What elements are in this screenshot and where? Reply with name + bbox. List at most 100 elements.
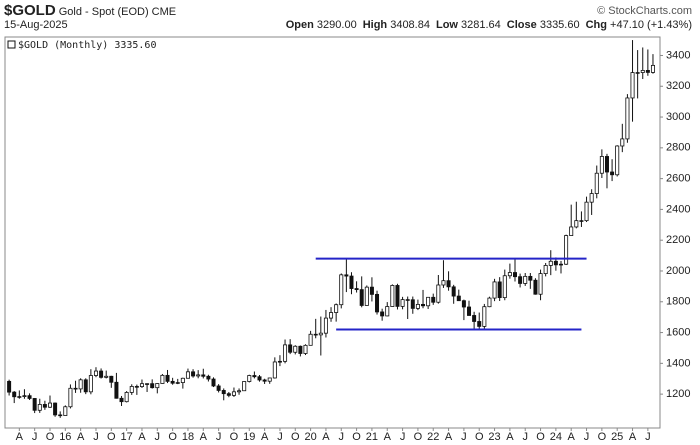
- candle-body: [303, 344, 308, 354]
- y-tick-label: 3200: [666, 80, 690, 92]
- candle-body: [318, 332, 323, 336]
- y-tick-label: 1200: [666, 388, 690, 400]
- candle-body: [175, 382, 180, 384]
- candle-body: [390, 285, 395, 307]
- candle-body: [339, 274, 344, 306]
- x-tick-label: J: [339, 431, 345, 443]
- candle-body: [99, 370, 104, 378]
- candle-body: [231, 391, 236, 396]
- candle-body: [170, 380, 175, 384]
- candle-body: [395, 285, 400, 307]
- x-tick-label: 21: [366, 431, 378, 443]
- candle-body: [380, 311, 385, 317]
- candle-body: [104, 375, 109, 378]
- x-tick-label: O: [291, 431, 300, 443]
- x-tick-label: 18: [182, 431, 194, 443]
- header-line-1: $GOLD Gold - Spot (EOD) CME © StockChart…: [4, 2, 692, 19]
- x-tick-label: J: [645, 431, 651, 443]
- candle-body: [359, 289, 364, 306]
- candle-body: [610, 171, 615, 176]
- candle-body: [237, 390, 242, 393]
- x-tick-label: J: [216, 431, 222, 443]
- candle-body: [375, 293, 380, 313]
- candle-body: [293, 345, 298, 353]
- quote-label: Chg: [585, 19, 607, 31]
- candle-body: [191, 371, 196, 377]
- candle-body: [58, 414, 63, 417]
- candle-body: [645, 70, 650, 73]
- candle-body: [415, 303, 420, 309]
- date: 15-Aug-2025: [4, 19, 68, 31]
- x-tick-label: J: [522, 431, 528, 443]
- candle-body: [400, 299, 405, 307]
- candle-body: [139, 383, 144, 387]
- candle-body: [298, 345, 303, 354]
- x-tick-label: O: [168, 431, 177, 443]
- candle-body: [518, 276, 523, 284]
- x-tick-label: A: [77, 431, 85, 443]
- candle-body: [93, 370, 98, 376]
- quotes: Open 3290.00 High 3408.84 Low 3281.64 Close…: [280, 19, 692, 31]
- candle-body: [277, 360, 282, 363]
- candle-body: [73, 387, 78, 390]
- instrument-name: Gold - Spot (EOD): [58, 6, 149, 18]
- candle-body: [114, 381, 119, 399]
- candle-body: [7, 380, 12, 393]
- candle-body: [569, 226, 574, 236]
- y-tick-label: 1800: [666, 296, 690, 308]
- candle-body: [42, 404, 47, 408]
- candle-body: [160, 374, 165, 384]
- candle-body: [630, 72, 635, 99]
- y-tick-label: 3000: [666, 111, 690, 123]
- candle-body: [472, 315, 477, 322]
- candle-body: [385, 306, 390, 317]
- candle-body: [272, 361, 277, 379]
- x-tick-label: J: [155, 431, 161, 443]
- candle-body: [344, 274, 349, 277]
- candle-body: [201, 374, 206, 377]
- quote-value: 3335.60: [539, 19, 580, 31]
- y-tick-label: 2200: [666, 234, 690, 246]
- x-tick-label: A: [445, 431, 453, 443]
- candle-body: [497, 281, 502, 299]
- candle-body: [165, 374, 170, 382]
- candle-body: [216, 385, 221, 391]
- x-tick-label: A: [138, 431, 146, 443]
- candle-body: [513, 272, 518, 278]
- candle-body: [83, 379, 88, 393]
- candle-body: [528, 275, 533, 281]
- candle-body: [68, 387, 73, 408]
- candle-body: [502, 275, 507, 299]
- candle-body: [487, 297, 492, 308]
- x-tick-label: 19: [243, 431, 255, 443]
- candle-body: [47, 402, 52, 408]
- quote-value: +47.10 (+1.43%): [610, 19, 692, 31]
- candle-body: [604, 156, 609, 173]
- candle-body: [589, 193, 594, 203]
- x-tick-label: A: [568, 431, 576, 443]
- candle-body: [211, 378, 216, 387]
- x-tick-label: O: [598, 431, 607, 443]
- candle-body: [145, 383, 150, 385]
- candle-body: [369, 286, 374, 295]
- candle-body: [32, 398, 37, 411]
- x-tick-label: J: [277, 431, 283, 443]
- y-tick-label: 1400: [666, 357, 690, 369]
- y-tick-label: 2600: [666, 173, 690, 185]
- candle-body: [180, 377, 185, 383]
- source: © StockCharts.com: [597, 5, 692, 17]
- candle-body: [308, 333, 313, 346]
- x-tick-label: A: [16, 431, 24, 443]
- y-tick-label: 2800: [666, 142, 690, 154]
- x-tick-label: O: [46, 431, 55, 443]
- x-tick-label: A: [322, 431, 330, 443]
- x-tick-label: 20: [304, 431, 316, 443]
- candle-body: [334, 304, 339, 313]
- candle-body: [185, 371, 190, 379]
- candle-body: [553, 260, 558, 266]
- x-tick-label: A: [384, 431, 392, 443]
- symbol: $GOLD: [4, 2, 56, 19]
- y-tick-label: 2400: [666, 203, 690, 215]
